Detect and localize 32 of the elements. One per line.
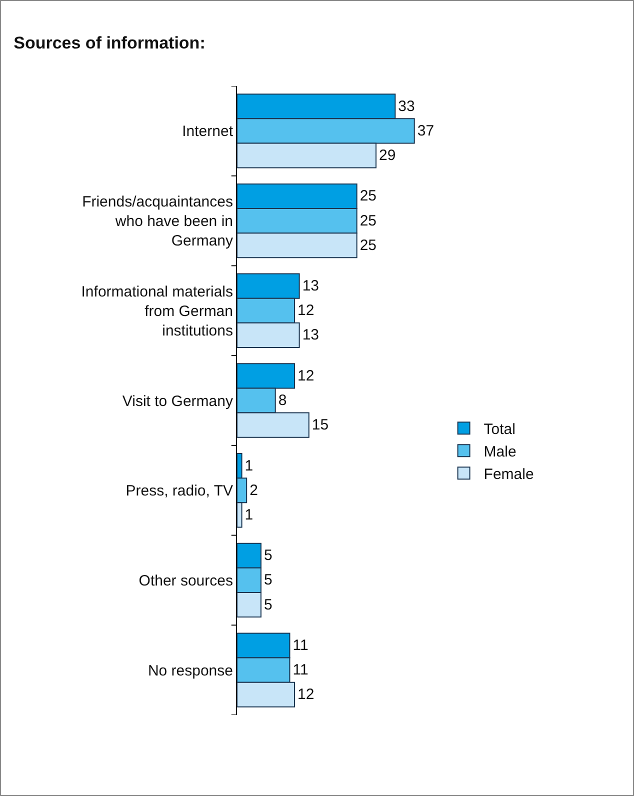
data-label: 13 [302,278,320,295]
data-label: 15 [312,416,329,434]
data-label: 2 [250,482,258,499]
legend-label: Total [484,420,516,438]
data-label: 25 [360,212,377,230]
data-label: 33 [398,98,415,115]
data-label: 12 [298,686,314,704]
data-label: 5 [264,572,272,589]
y-tick-label: Other sources [138,572,233,590]
data-label: 1 [244,457,254,474]
legend-label: Male [484,443,516,460]
legend-label: Female [484,466,534,483]
data-label: 5 [264,547,272,564]
data-label: 12 [298,302,314,320]
data-label: 29 [379,146,396,164]
data-label: 12 [298,367,314,384]
data-label: 8 [278,392,287,409]
data-label: 5 [264,596,272,614]
data-label: 11 [292,637,308,654]
y-tick-label: Visit to Germany [122,392,234,410]
chart-title: Sources of information: [14,34,206,53]
data-label: 13 [302,326,320,344]
y-tick-label: Press, radio, TV [126,482,233,500]
data-label: 25 [360,236,377,254]
y-tick-label: Informational materials from German institutions [81,283,233,340]
y-tick-label: Friends/acquaintances who have been in Germany [82,194,234,250]
data-label: 11 [292,662,308,679]
data-label: 1 [244,506,254,524]
data-label: 25 [360,188,377,205]
y-tick-label: No response [148,662,233,680]
data-label: 37 [417,122,434,140]
y-tick-label: Internet [182,123,234,140]
